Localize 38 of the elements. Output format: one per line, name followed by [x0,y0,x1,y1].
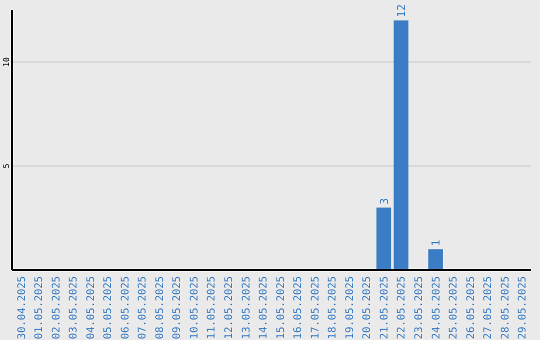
x-tick-label: 14.05.2025 [258,276,270,340]
x-tick-label: 30.04.2025 [16,276,28,340]
x-tick-label: 05.05.2025 [102,276,114,340]
x-tick-label: 13.05.2025 [240,276,252,340]
x-tick-label: 20.05.2025 [361,276,374,340]
x-tick-label: 27.05.2025 [482,276,494,340]
x-tick-label: 01.05.2025 [33,276,46,340]
x-tick-label: 03.05.2025 [68,276,80,340]
x-tick-label: 06.05.2025 [119,276,132,340]
x-tick-label: 28.05.2025 [499,276,512,340]
x-tick-label: 11.05.2025 [206,276,218,340]
x-tick-label: 22.05.2025 [396,276,408,340]
x-tick-label: 18.05.2025 [326,276,339,340]
x-tick-label: 17.05.2025 [309,276,322,340]
x-tick-label: 09.05.2025 [171,276,184,340]
bar [428,249,443,270]
x-tick-label: 19.05.2025 [344,276,356,340]
data-label: 12 [395,4,408,18]
x-tick-label: 04.05.2025 [84,276,97,340]
x-tick-label: 08.05.2025 [154,276,166,340]
x-tick-label: 02.05.2025 [50,276,62,340]
x-tick-label: 07.05.2025 [136,276,149,340]
y-tick-label: 10 [2,57,11,67]
x-tick-label: 24.05.2025 [430,276,442,340]
x-tick-label: 10.05.2025 [188,276,200,340]
x-tick-label: 29.05.2025 [516,276,529,340]
x-tick-label: 21.05.2025 [378,276,390,340]
bar [394,20,408,270]
x-tick-label: 26.05.2025 [464,276,477,340]
x-tick-label: 12.05.2025 [222,276,235,340]
data-label: 1 [430,240,443,246]
bar [376,208,392,270]
x-tick-label: 23.05.2025 [412,276,425,340]
x-tick-label: 15.05.2025 [274,276,287,340]
x-tick-label: 16.05.2025 [292,276,304,340]
y-tick-label: 5 [2,163,11,168]
data-label: 3 [378,198,391,205]
x-tick-label: 25.05.2025 [448,276,460,340]
